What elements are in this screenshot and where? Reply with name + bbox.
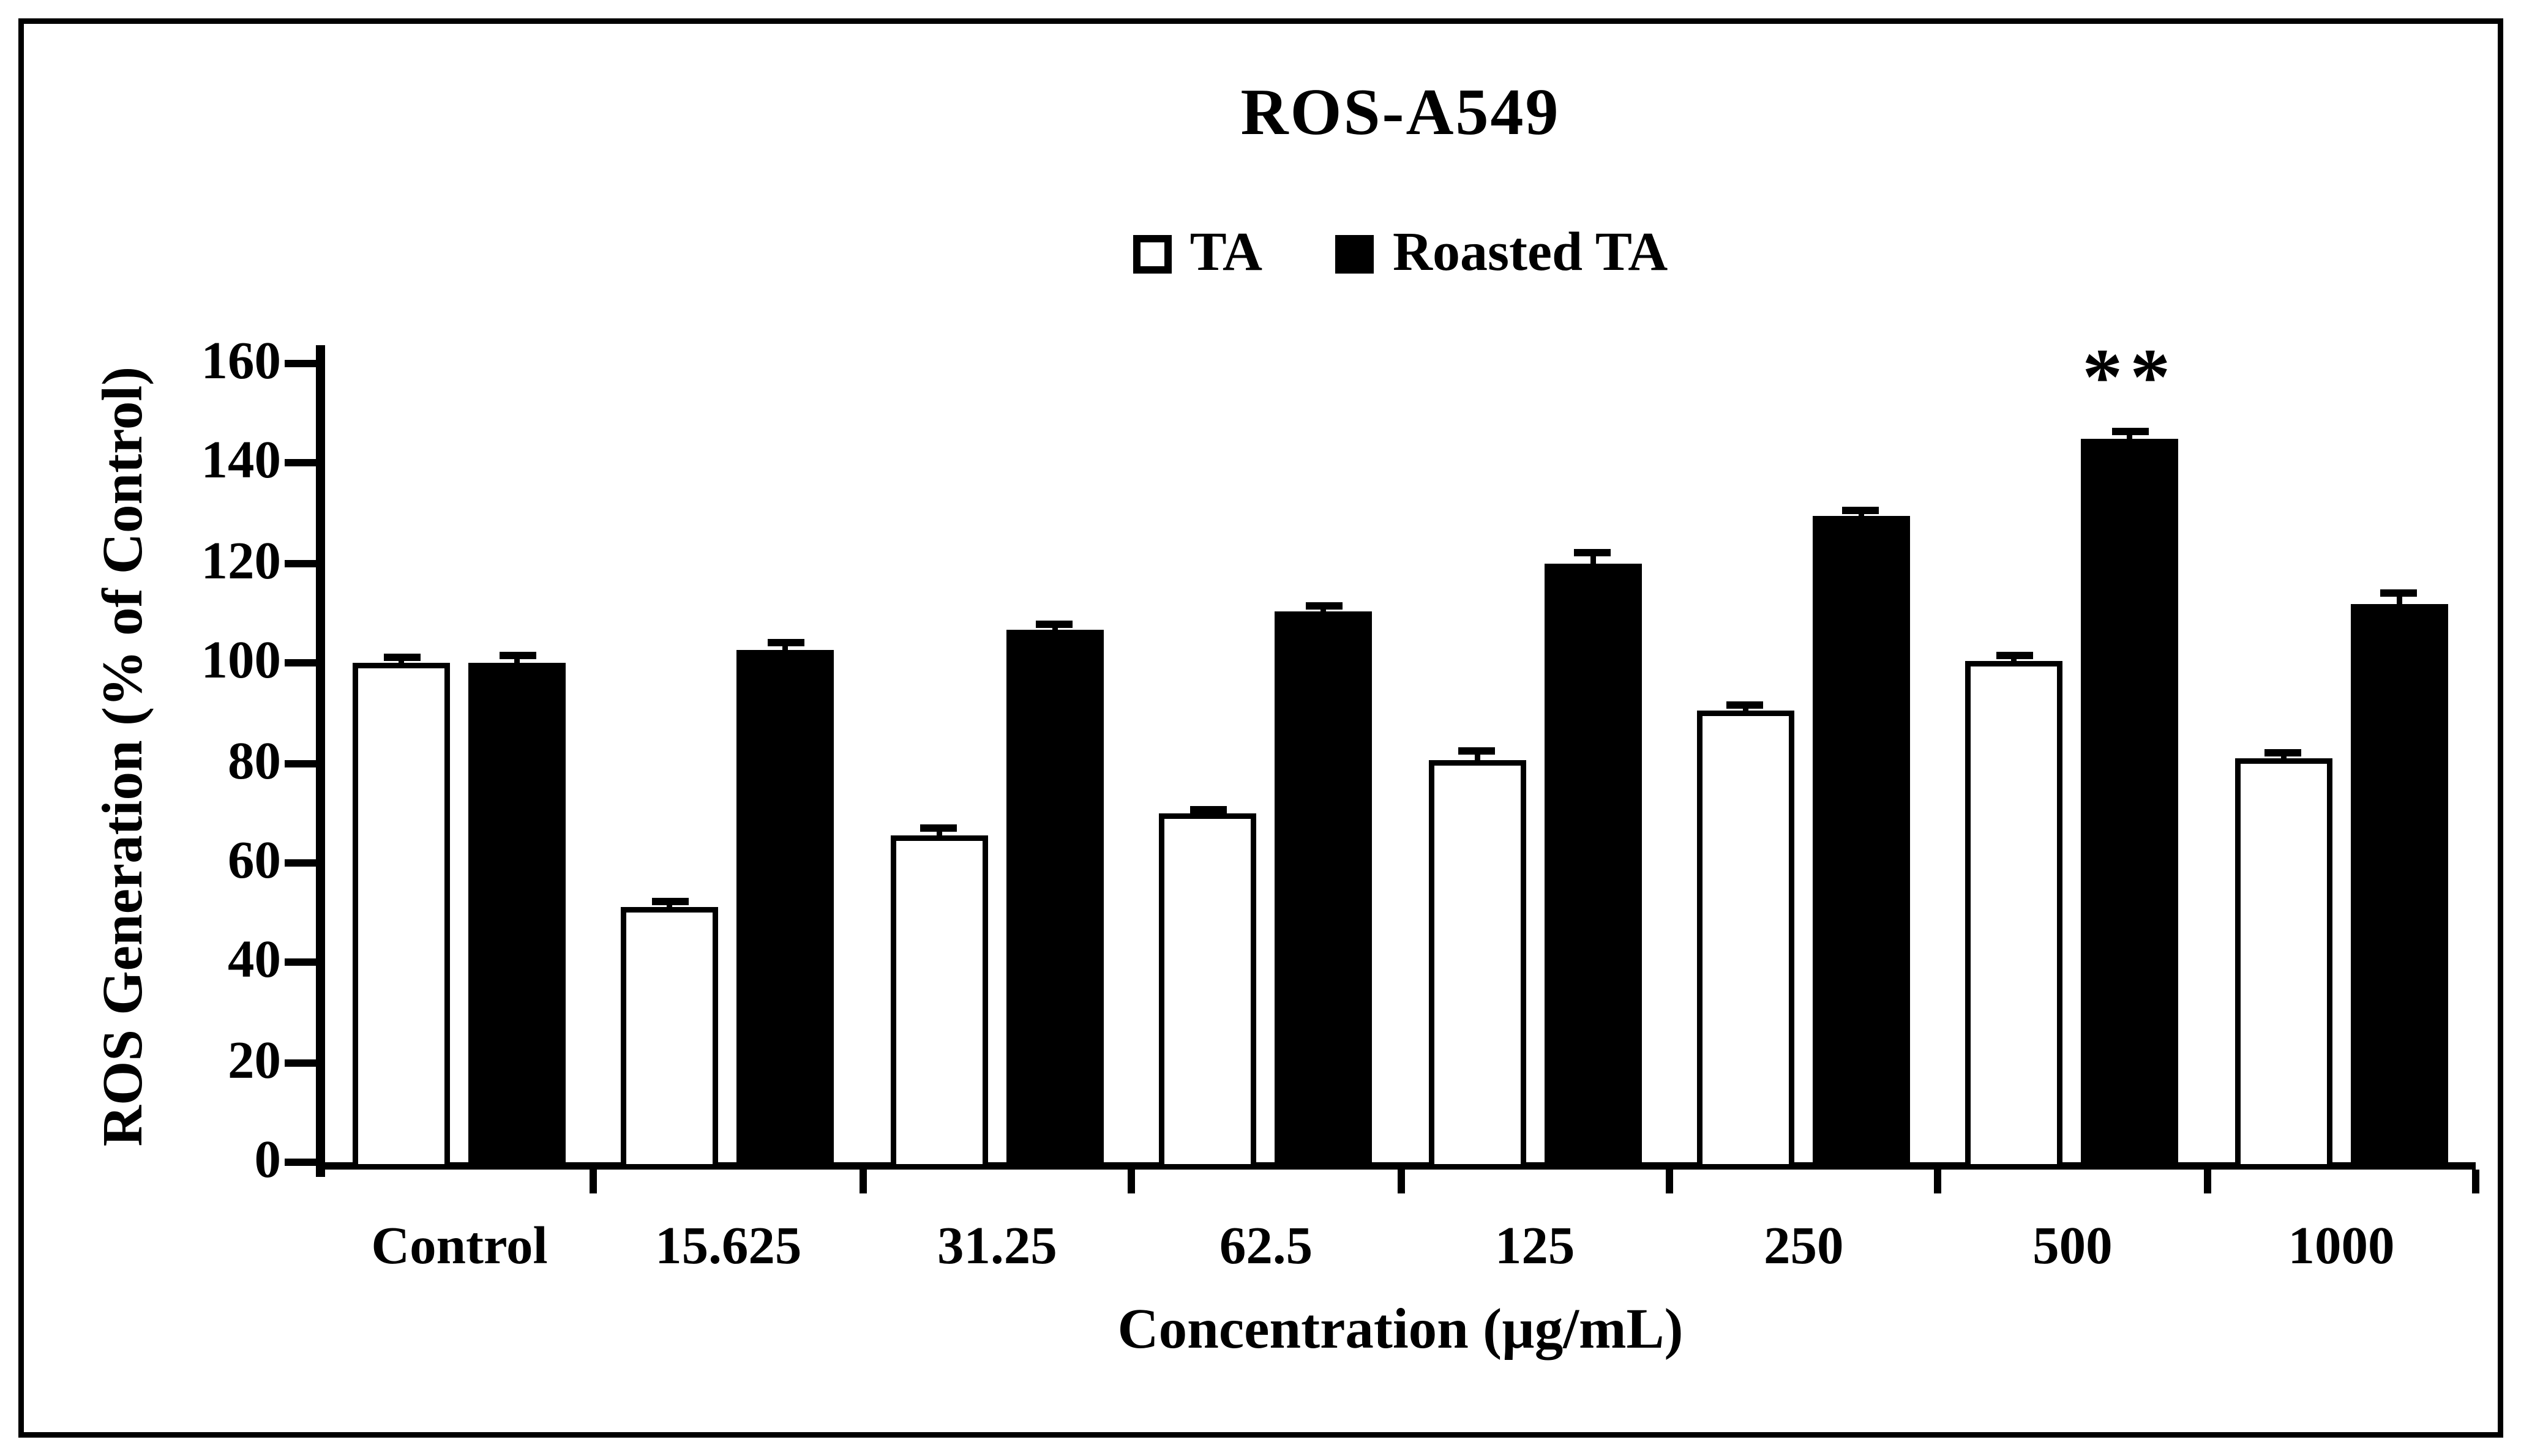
error-bar-stem	[783, 643, 789, 654]
x-tick	[859, 1170, 867, 1193]
y-tick-label: 40	[228, 931, 281, 990]
x-category-label: 62.5	[1219, 1217, 1313, 1276]
error-bar-cap	[1305, 602, 1342, 610]
error-bar-cap	[2264, 748, 2302, 756]
error-bar-stem	[936, 827, 942, 839]
y-tick-label: 160	[201, 332, 282, 391]
error-bar-cap	[2380, 589, 2418, 597]
error-bar-stem	[2280, 752, 2286, 762]
x-tick	[590, 1170, 598, 1193]
y-tick	[285, 958, 316, 966]
error-bar-stem	[514, 655, 520, 667]
legend-item-ta: TA	[1133, 222, 1262, 285]
error-bar-stem	[667, 902, 673, 911]
y-tick-label: 0	[254, 1131, 282, 1190]
bar-ta-1000	[2234, 758, 2332, 1170]
error-bar-stem	[1052, 624, 1058, 635]
y-tick	[285, 460, 316, 468]
x-tick	[1396, 1170, 1404, 1193]
error-bar-cap	[920, 824, 957, 832]
error-bar-stem	[1474, 750, 1480, 764]
error-bar-cap	[1458, 747, 1495, 755]
bar-ta-125	[1428, 760, 1526, 1170]
y-tick	[285, 1159, 316, 1166]
error-bar-stem	[399, 658, 404, 667]
y-tick-label: 140	[201, 432, 282, 491]
error-bar-cap	[651, 898, 689, 906]
bar-roasted-ta-250	[1812, 515, 1910, 1170]
y-tick-label: 60	[228, 831, 281, 890]
significance-annotation: **	[2082, 332, 2178, 422]
error-bar-cap	[1036, 621, 1073, 629]
error-bar-cap	[1574, 548, 1611, 556]
bar-ta-62.5	[1159, 813, 1257, 1170]
y-tick-label: 120	[201, 532, 282, 591]
y-axis-line	[316, 345, 325, 1177]
bar-ta-500	[1965, 660, 2063, 1170]
error-bar-cap	[2111, 427, 2149, 435]
x-category-label: 15.625	[655, 1217, 802, 1276]
bar-roasted-ta-62.5	[1275, 610, 1373, 1170]
x-category-label: 500	[2032, 1217, 2113, 1276]
bar-roasted-ta-31.25	[1006, 630, 1104, 1170]
y-tick	[285, 759, 316, 767]
legend-label-ta: TA	[1189, 222, 1263, 283]
bar-roasted-ta-Control	[468, 663, 566, 1170]
error-bar-cap	[498, 652, 536, 660]
y-tick	[285, 859, 316, 867]
bar-ta-Control	[353, 663, 450, 1170]
x-tick	[1934, 1170, 1942, 1193]
bar-roasted-ta-15.625	[737, 650, 835, 1170]
y-tick-label: 80	[228, 731, 281, 791]
x-tick	[2472, 1170, 2479, 1193]
bar-roasted-ta-500	[2081, 438, 2179, 1170]
y-tick-label: 100	[201, 632, 282, 691]
y-tick	[285, 659, 316, 667]
error-bar-cap	[767, 639, 804, 647]
x-category-label: 125	[1494, 1217, 1575, 1276]
x-tick	[2203, 1170, 2211, 1193]
y-tick-label: 20	[228, 1031, 281, 1090]
error-bar-cap	[383, 654, 420, 662]
x-category-label: 1000	[2288, 1217, 2395, 1276]
x-tick	[1665, 1170, 1673, 1193]
bar-roasted-ta-1000	[2350, 603, 2448, 1170]
error-bar-stem	[1589, 552, 1595, 567]
bar-ta-15.625	[621, 908, 719, 1170]
error-bar-cap	[1843, 507, 1880, 515]
legend-label-roasted-ta: Roasted TA	[1393, 222, 1668, 283]
error-bar-stem	[2396, 593, 2402, 607]
chart-title: ROS-A549	[1240, 75, 1560, 149]
x-axis-line	[316, 1162, 2476, 1170]
error-bar-cap	[1996, 652, 2033, 660]
error-bar-cap	[1727, 701, 1764, 709]
legend-swatch-ta-icon	[1133, 234, 1172, 273]
y-tick	[285, 559, 316, 567]
bar-roasted-ta-125	[1543, 563, 1641, 1170]
error-bar-stem	[2127, 431, 2133, 442]
bar-ta-250	[1696, 710, 1794, 1170]
y-tick	[285, 1058, 316, 1066]
figure-border	[18, 18, 2503, 1438]
x-category-label: 250	[1763, 1217, 1844, 1276]
error-bar-stem	[1858, 510, 1864, 520]
y-tick	[285, 360, 316, 367]
legend-item-roasted-ta: Roasted TA	[1336, 222, 1668, 285]
error-bar-stem	[2011, 655, 2017, 665]
error-bar-stem	[1320, 605, 1327, 614]
x-category-label: 31.25	[937, 1217, 1057, 1276]
x-tick	[1128, 1170, 1136, 1193]
legend: TA Roasted TA	[325, 222, 2476, 285]
x-axis-title: Concentration (µg/mL)	[1117, 1296, 1684, 1361]
error-bar-cap	[1189, 806, 1226, 814]
error-bar-stem	[1742, 704, 1748, 714]
bar-ta-31.25	[890, 835, 988, 1170]
legend-swatch-roasted-ta-icon	[1336, 234, 1375, 273]
x-category-label: Control	[371, 1217, 548, 1276]
